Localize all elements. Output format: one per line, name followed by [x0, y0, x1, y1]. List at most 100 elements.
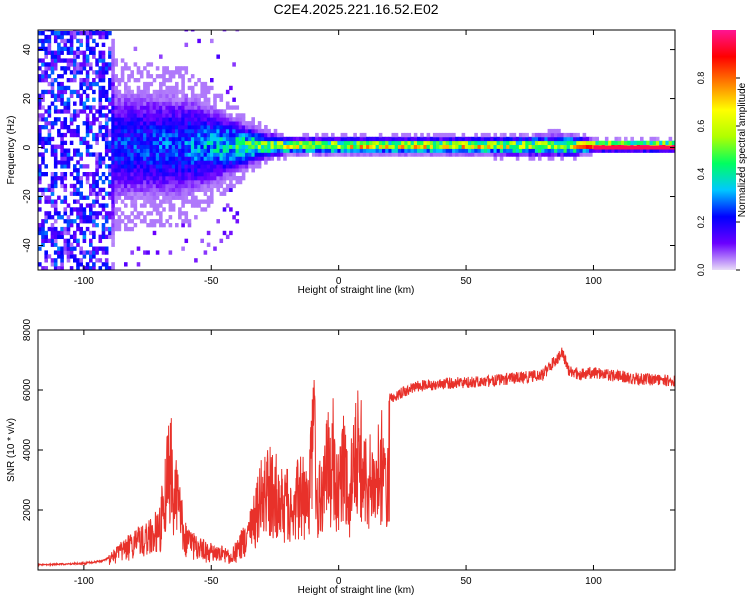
heatmap-cell [136, 172, 141, 177]
heatmap-cell [63, 238, 68, 244]
heatmap-cell [270, 132, 275, 138]
heatmap-cell [168, 187, 173, 193]
heatmap-cell [168, 172, 173, 177]
heatmap-cell [544, 136, 548, 142]
heatmap-cell [149, 144, 154, 149]
heatmap-cell [178, 132, 182, 138]
heatmap-cell [210, 117, 214, 122]
heatmap-cell [44, 62, 48, 67]
spectrogram-y-label: Frequency (Hz) [6, 116, 17, 185]
heatmap-cell [63, 230, 68, 236]
heatmap-cell [168, 132, 173, 138]
heatmap-cell [69, 191, 74, 196]
heatmap-cell [178, 101, 182, 106]
heatmap-cell [152, 152, 157, 157]
heatmap-cell [197, 152, 201, 157]
heatmap-cell [413, 148, 418, 153]
heatmap-cell [114, 207, 118, 212]
heatmap-cell [273, 140, 278, 146]
heatmap-cell [589, 148, 593, 153]
heatmap-cell [372, 136, 376, 142]
heatmap-cell [38, 74, 42, 79]
heatmap-cell [60, 101, 64, 106]
heatmap-cell [38, 128, 42, 134]
heatmap-cell [480, 144, 485, 149]
heatmap-cell [162, 89, 166, 95]
heatmap-cell [299, 140, 303, 146]
heatmap-cell [41, 38, 45, 44]
heatmap-cell [257, 125, 262, 130]
heatmap-cell [649, 148, 654, 153]
heatmap-cell [50, 89, 55, 95]
heatmap-cell [89, 254, 93, 259]
heatmap-cell [257, 156, 262, 161]
heatmap-cell [175, 195, 179, 200]
heatmap-cell [139, 203, 144, 208]
heatmap-cell [44, 78, 48, 83]
heatmap-cell [149, 113, 154, 118]
heatmap-cell [257, 121, 262, 126]
heatmap-cell [159, 148, 163, 153]
heatmap-cell [73, 168, 77, 173]
heatmap-cell [190, 160, 195, 165]
heatmap-cell [111, 183, 115, 189]
heatmap-cell [60, 97, 64, 102]
heatmap-cell [184, 140, 189, 146]
heatmap-cell [63, 156, 68, 161]
heatmap-cell [544, 144, 548, 149]
heatmap-cell [92, 172, 96, 177]
heatmap-cell [89, 125, 93, 130]
heatmap-cell [420, 144, 424, 149]
heatmap-cell [493, 156, 498, 161]
heatmap-cell [73, 78, 77, 83]
heatmap-cell [41, 187, 45, 193]
heatmap-cell [296, 148, 300, 153]
heatmap-cell [643, 140, 647, 146]
heatmap-cell [168, 250, 173, 255]
heatmap-cell [98, 54, 103, 59]
heatmap-cell [69, 113, 74, 118]
heatmap-cell [168, 85, 173, 91]
heatmap-cell [432, 136, 437, 142]
y-tick-label: 6000 [22, 378, 33, 401]
heatmap-cell [401, 152, 405, 157]
heatmap-cell [92, 105, 96, 110]
heatmap-cell [308, 136, 313, 142]
heatmap-cell [241, 113, 246, 118]
heatmap-cell [232, 172, 236, 177]
heatmap-cell [149, 148, 154, 153]
heatmap-cell [315, 148, 319, 153]
heatmap-cell [206, 132, 211, 138]
heatmap-cell [143, 160, 147, 165]
heatmap-cell [44, 219, 48, 224]
heatmap-cell [146, 144, 150, 149]
heatmap-cell [41, 230, 45, 236]
colorbar: 0.00.20.40.60.8 Normalized spectral ampl… [696, 30, 748, 276]
heatmap-cell [162, 121, 166, 126]
heatmap-cell [41, 234, 45, 240]
heatmap-cell [525, 144, 529, 149]
heatmap-cell [394, 148, 399, 153]
heatmap-cell [152, 148, 157, 153]
heatmap-cell [222, 128, 227, 134]
heatmap-cell [50, 148, 55, 153]
heatmap-cell [394, 140, 399, 146]
heatmap-cell [124, 144, 128, 149]
heatmap-cell [159, 89, 163, 95]
heatmap-cell [120, 140, 125, 146]
heatmap-cell [175, 81, 179, 87]
heatmap-cell [79, 101, 83, 106]
heatmap-cell [362, 152, 367, 157]
heatmap-cell [442, 152, 447, 157]
heatmap-cell [340, 132, 345, 138]
heatmap-cell [206, 230, 211, 236]
heatmap-cell [50, 50, 55, 55]
heatmap-cell [248, 164, 252, 169]
heatmap-cell [184, 144, 189, 149]
heatmap-cell [190, 183, 195, 189]
heatmap-cell [512, 140, 517, 146]
heatmap-cell [120, 128, 125, 134]
heatmap-cell [404, 152, 408, 157]
heatmap-cell [311, 152, 316, 157]
heatmap-cell [175, 109, 179, 114]
